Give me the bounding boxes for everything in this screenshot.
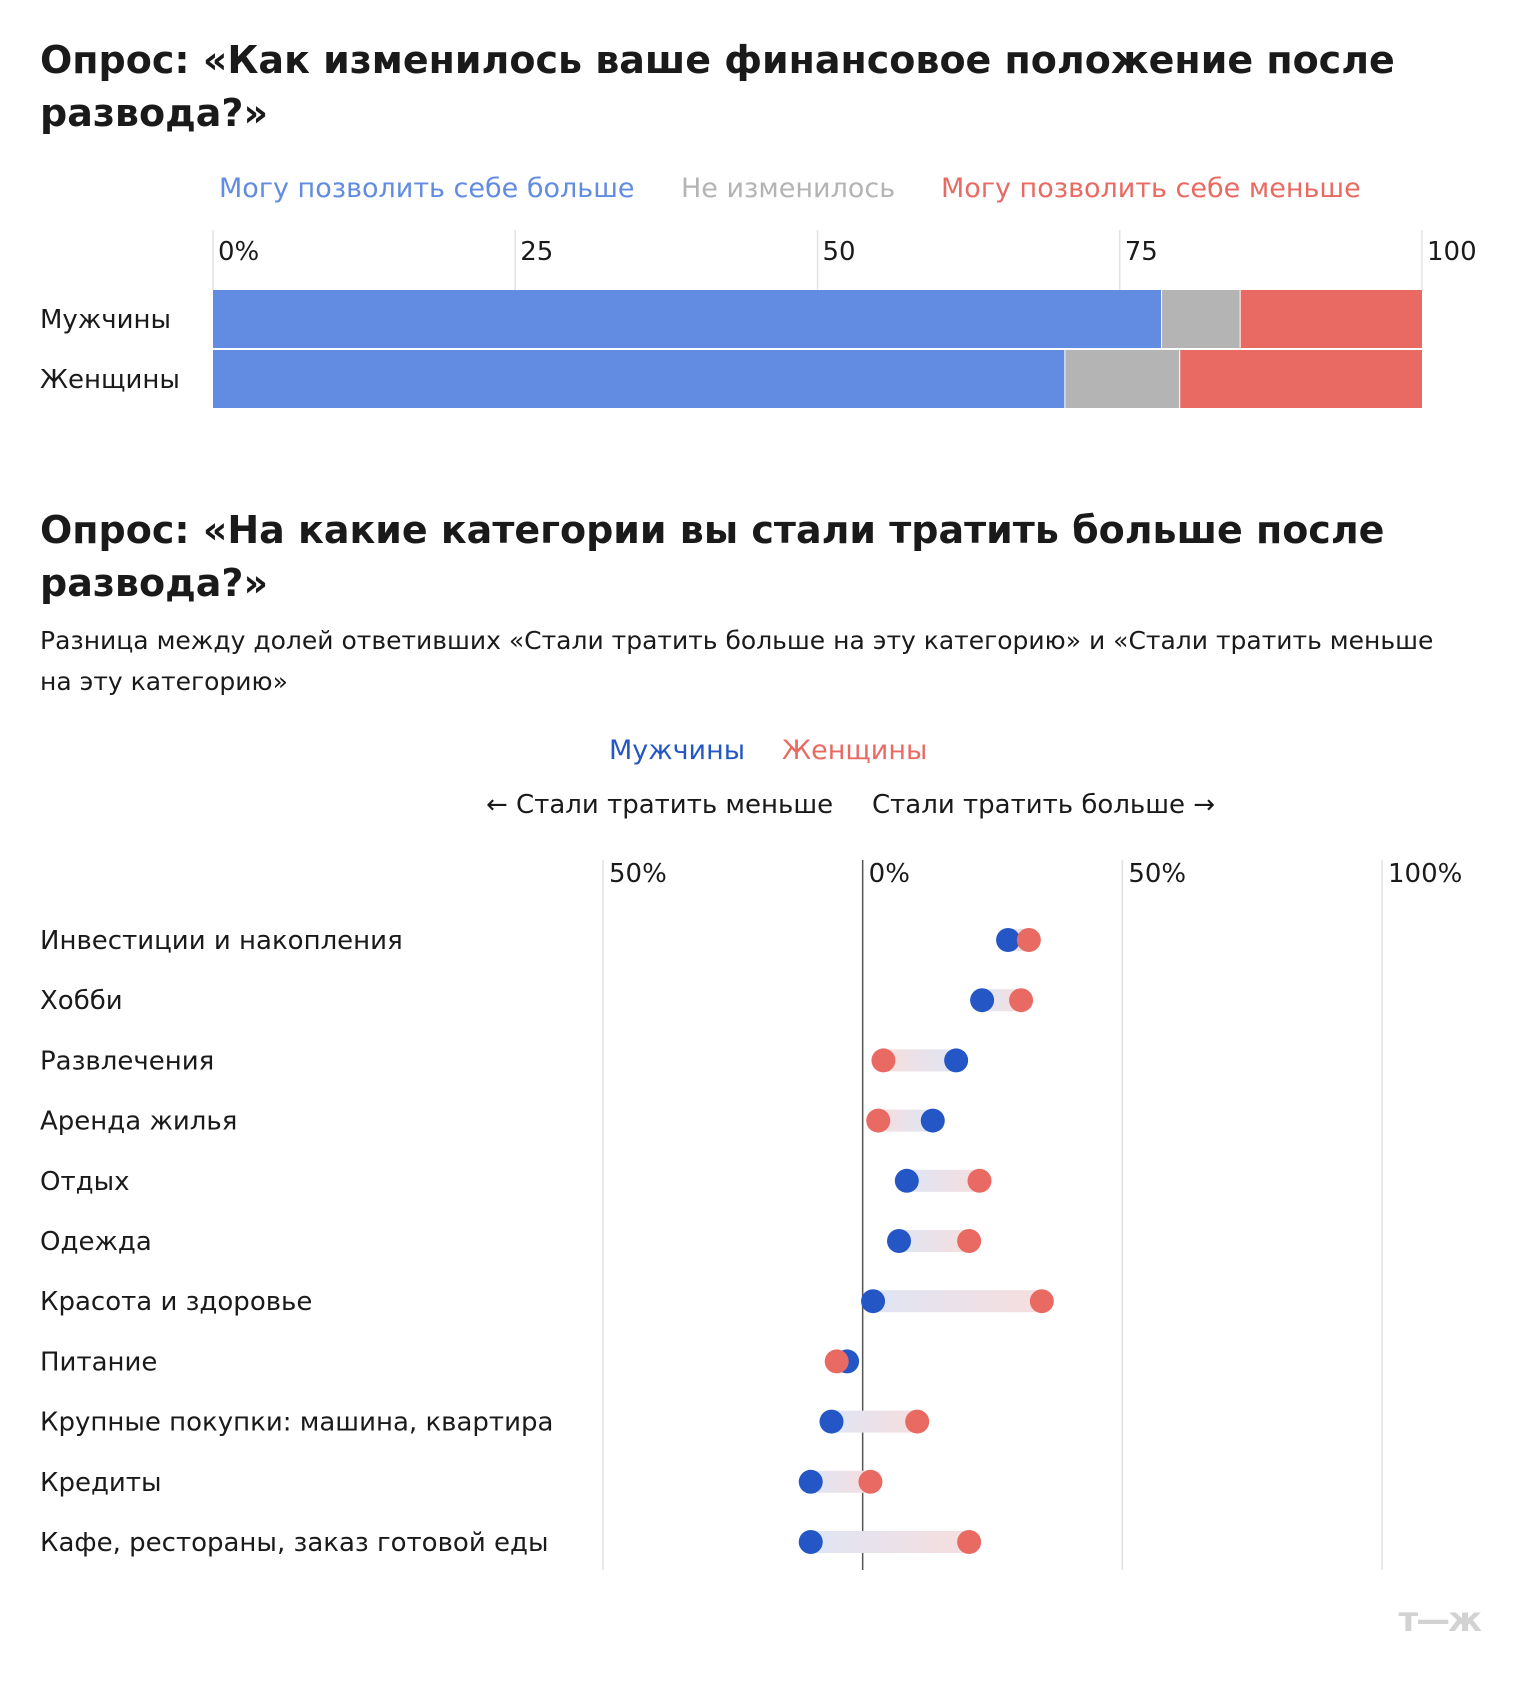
row-label: Развлечения xyxy=(40,1046,214,1076)
direction-less-label: ← Стали тратить меньше xyxy=(486,790,834,820)
men-point xyxy=(944,1048,969,1073)
row-label: Крупные покупки: машина, квартира xyxy=(40,1408,553,1438)
legend-unchanged: Не изменилось xyxy=(681,173,896,204)
legend-more: Могу позволить себе больше xyxy=(219,173,635,204)
x-tick-label: 50% xyxy=(1128,859,1186,889)
direction-more-label: Стали тратить больше → xyxy=(872,790,1216,820)
men-point xyxy=(996,928,1021,952)
women-point xyxy=(866,1108,891,1133)
row-label: Кредиты xyxy=(40,1468,162,1498)
men-point xyxy=(970,988,995,1013)
row-label: Мужчины xyxy=(40,305,171,335)
dumbbell-connector xyxy=(906,1169,980,1192)
bar-segment xyxy=(1162,290,1240,348)
dumbbell-connector xyxy=(831,1410,918,1433)
women-point xyxy=(957,1229,982,1253)
dumbbell-connector xyxy=(810,1470,871,1493)
bar-segment xyxy=(1240,290,1422,348)
chart2-title: Опрос: «На какие категории вы стали трат… xyxy=(40,508,1385,605)
x-tick-label: 0% xyxy=(218,237,259,267)
x-tick-label: 50% xyxy=(609,859,667,889)
bar-segment xyxy=(213,290,1162,348)
legend-women-label: Женщины xyxy=(782,735,928,766)
women-point xyxy=(858,1469,883,1494)
chart2-subtitle: Разница между долей ответивших «Стали тр… xyxy=(40,626,1434,696)
men-point xyxy=(894,1168,919,1193)
row-label: Женщины xyxy=(40,365,180,395)
dumbbell-connector xyxy=(810,1531,970,1553)
men-point xyxy=(887,1229,912,1253)
brand-logo: т—ж xyxy=(1398,1600,1482,1640)
women-point xyxy=(1009,988,1034,1013)
row-label: Отдых xyxy=(40,1167,130,1197)
x-tick-label: 50 xyxy=(823,237,856,267)
women-point xyxy=(967,1168,992,1193)
dumbbell-connector xyxy=(873,1290,1042,1313)
row-label: Инвестиции и накопления xyxy=(40,926,403,956)
x-tick-label: 100% xyxy=(1388,859,1462,889)
women-point xyxy=(1029,1289,1054,1314)
women-point xyxy=(905,1409,930,1434)
bar-segment xyxy=(1180,350,1422,408)
dumbbell-connector xyxy=(883,1049,957,1072)
row-label: Аренда жилья xyxy=(40,1107,237,1137)
row-label: Питание xyxy=(40,1347,157,1377)
dumbbell-connector xyxy=(878,1109,933,1132)
men-point xyxy=(798,1469,823,1494)
men-point xyxy=(861,1289,886,1314)
bar-segment xyxy=(213,350,1065,408)
x-tick-label: 75 xyxy=(1125,237,1158,267)
row-label: Красота и здоровье xyxy=(40,1287,312,1317)
legend-less: Могу позволить себе меньше xyxy=(941,173,1361,204)
legend-men: Мужчины xyxy=(609,735,745,766)
x-tick-label: 100 xyxy=(1427,237,1477,267)
legend-men-label: Мужчины xyxy=(609,735,746,766)
men-point xyxy=(819,1409,844,1434)
chart1-title: Опрос: «Как изменилось ваше финансовое п… xyxy=(40,38,1395,135)
row-label: Хобби xyxy=(40,986,123,1016)
men-point xyxy=(920,1108,945,1133)
women-point xyxy=(957,1530,982,1554)
x-tick-label: 25 xyxy=(520,237,553,267)
women-point xyxy=(824,1349,849,1374)
row-label: Одежда xyxy=(40,1227,152,1257)
stacked-bar-chart: 0% 25 50 75 100 Мужчины Женщины xyxy=(40,230,1477,408)
bar-segment xyxy=(1065,350,1180,408)
men-point xyxy=(798,1530,823,1554)
women-point xyxy=(871,1048,896,1073)
dumbbell-connector xyxy=(899,1230,970,1252)
dumbbell-chart: 50% 0% 50% 100% Инвестиции и накопления Хобби… xyxy=(40,859,1462,1570)
women-point xyxy=(1016,928,1041,952)
row-label: Кафе, рестораны, заказ готовой еды xyxy=(40,1528,549,1558)
x-tick-label: 0% xyxy=(869,859,910,889)
legend-women: Женщины xyxy=(782,735,927,766)
